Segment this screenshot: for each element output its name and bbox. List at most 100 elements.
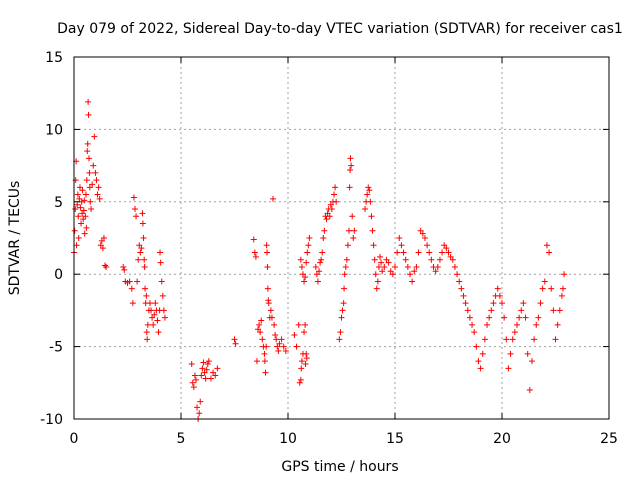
- data-point: [150, 321, 157, 328]
- data-point: [261, 350, 268, 357]
- data-point: [251, 249, 258, 256]
- data-point: [282, 347, 289, 354]
- data-point: [139, 220, 146, 227]
- data-point: [351, 227, 358, 234]
- data-point: [486, 314, 493, 321]
- data-point: [539, 285, 546, 292]
- data-point: [141, 263, 148, 270]
- data-point: [509, 336, 516, 343]
- data-point: [297, 376, 304, 383]
- data-point: [199, 365, 206, 372]
- data-point: [344, 242, 351, 249]
- x-tick-label: 25: [600, 431, 618, 447]
- data-point: [263, 343, 270, 350]
- data-point: [264, 285, 271, 292]
- data-point: [326, 213, 333, 220]
- data-point: [141, 256, 148, 263]
- data-point: [475, 358, 482, 365]
- data-point: [522, 314, 529, 321]
- data-point: [333, 198, 340, 205]
- data-point: [484, 321, 491, 328]
- data-point: [296, 379, 303, 386]
- data-point: [194, 404, 201, 411]
- data-point: [303, 259, 310, 266]
- chart-title: Day 079 of 2022, Sidereal Day-to-day VTE…: [57, 21, 623, 37]
- data-point: [350, 235, 357, 241]
- data-point: [131, 206, 138, 213]
- data-point: [74, 191, 81, 198]
- data-point: [75, 213, 82, 220]
- data-point: [415, 249, 422, 256]
- data-point: [203, 366, 210, 373]
- data-point: [456, 278, 463, 285]
- data-point: [370, 242, 377, 249]
- data-point: [293, 343, 300, 350]
- data-point: [297, 256, 304, 263]
- data-point: [103, 263, 110, 270]
- data-point: [298, 358, 305, 365]
- data-point: [188, 360, 195, 367]
- x-axis-label: GPS time / hours: [281, 459, 398, 475]
- data-point: [400, 249, 407, 256]
- data-point: [99, 245, 106, 252]
- data-point: [301, 278, 308, 285]
- data-point: [381, 263, 388, 270]
- data-point: [317, 259, 324, 266]
- data-point: [535, 314, 542, 321]
- data-point: [473, 343, 480, 350]
- data-point: [95, 184, 102, 191]
- data-point: [202, 375, 209, 382]
- data-point: [340, 300, 347, 307]
- data-point: [196, 410, 203, 417]
- data-point: [462, 300, 469, 307]
- grid: [74, 57, 609, 419]
- y-tick-label: 15: [45, 50, 63, 66]
- data-point: [102, 262, 109, 269]
- data-point: [126, 278, 133, 285]
- data-point: [158, 278, 165, 285]
- x-tick-label: 20: [493, 431, 511, 447]
- data-point: [250, 236, 257, 243]
- data-point: [157, 249, 164, 256]
- data-point: [499, 300, 505, 307]
- data-point: [347, 155, 354, 162]
- data-point: [526, 387, 533, 394]
- data-point: [339, 307, 346, 314]
- data-point: [270, 195, 277, 202]
- data-point: [263, 242, 270, 249]
- data-point: [516, 314, 523, 321]
- data-point: [134, 278, 141, 285]
- data-point: [375, 263, 382, 270]
- data-point: [524, 350, 531, 357]
- data-point: [341, 285, 348, 292]
- data-point: [84, 148, 91, 155]
- data-point: [349, 213, 356, 220]
- data-point: [85, 98, 92, 105]
- data-point: [490, 300, 497, 307]
- data-point: [137, 249, 144, 256]
- data-point: [197, 398, 204, 405]
- data-point: [436, 256, 443, 263]
- data-point: [78, 220, 85, 227]
- data-point: [479, 350, 486, 357]
- data-point: [471, 329, 478, 336]
- data-point: [362, 206, 369, 213]
- data-point: [328, 206, 335, 213]
- data-point: [449, 256, 456, 263]
- data-point: [161, 314, 168, 321]
- data-point: [268, 314, 275, 321]
- data-point: [93, 177, 100, 184]
- data-point: [389, 271, 396, 278]
- data-point: [264, 249, 271, 256]
- data-point: [305, 242, 312, 249]
- data-point: [303, 355, 310, 362]
- data-point: [409, 278, 416, 285]
- y-tick-label: -10: [40, 412, 63, 428]
- data-point: [548, 285, 555, 292]
- data-point: [434, 263, 441, 270]
- data-point: [466, 314, 473, 321]
- data-point: [273, 336, 280, 343]
- data-point: [207, 375, 214, 382]
- data-point: [371, 256, 378, 263]
- data-point: [373, 285, 380, 292]
